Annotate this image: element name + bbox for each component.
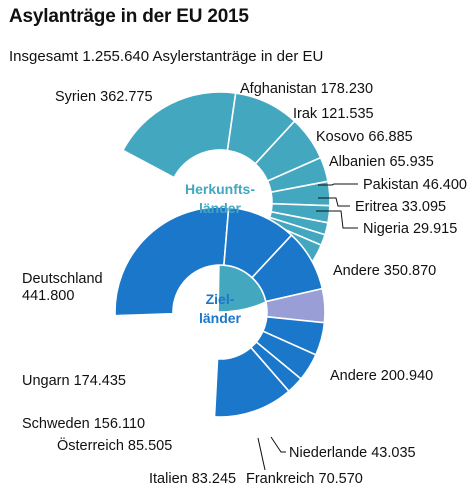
- label-herkunftslaender-irak: Irak 121.535: [293, 106, 374, 122]
- label-herkunftslaender-eritrea: Eritrea 33.095: [355, 199, 446, 215]
- leader-nigeria: [316, 210, 358, 229]
- label-ziellaender-italien: Italien 83.245: [149, 471, 236, 487]
- leader-pakistan: [318, 183, 358, 186]
- label-leader-lines: [257, 183, 358, 471]
- label-herkunftslaender-albanien: Albanien 65.935: [329, 154, 434, 170]
- label-herkunftslaender-kosovo: Kosovo 66.885: [316, 129, 413, 145]
- chart-subtitle: Insgesamt 1.255.640 Asylerstanträge in d…: [9, 48, 324, 65]
- label-herkunftslaender-syrien: Syrien 362.775: [55, 89, 153, 105]
- label-ziellaender-ungarn: Ungarn 174.435: [22, 373, 126, 389]
- leader-eritrea: [318, 197, 350, 207]
- label-herkunftslaender-nigeria: Nigeria 29.915: [363, 221, 457, 237]
- label-herkunftslaender-andere: Andere 350.870: [333, 263, 436, 279]
- slice-ziellaender-deutschland: [114, 206, 230, 317]
- label-ziellaender-schweden: Schweden 156.110: [22, 416, 145, 432]
- slice-ziellaender-andere: [213, 346, 291, 418]
- ring-zielllaender: [114, 206, 326, 418]
- leader-niederlande: [270, 436, 286, 453]
- label-ziellaender-frankreich: Frankreich 70.570: [246, 471, 363, 487]
- leader-frankreich: [257, 437, 266, 471]
- label-ziellaender-niederlande: Niederlande 43.035: [289, 445, 416, 461]
- label-herkunftslaender-pakistan: Pakistan 46.400: [363, 177, 467, 193]
- label-ziellaender-andere: Andere 200.940: [330, 368, 433, 384]
- chart-title: Asylanträge in der EU 2015: [9, 6, 249, 27]
- label-ziellaender-deutschland: Deutschland 441.800: [22, 271, 103, 304]
- center-label-ziellaender: Ziel-länder: [199, 291, 242, 326]
- label-herkunftslaender-afghanistan: Afghanistan 178.230: [240, 81, 373, 97]
- slice-labels: Syrien 362.775 Afghanistan 178.230 Irak 12…: [22, 81, 467, 487]
- center-label-herkunftslaender: Herkunfts-länder: [185, 181, 255, 216]
- center-labels: Herkunfts-länder Ziel-länder: [185, 181, 255, 326]
- label-ziellaender-oesterreich: Österreich 85.505: [57, 436, 172, 454]
- slice-herkunftslaender-syrien: [121, 91, 237, 179]
